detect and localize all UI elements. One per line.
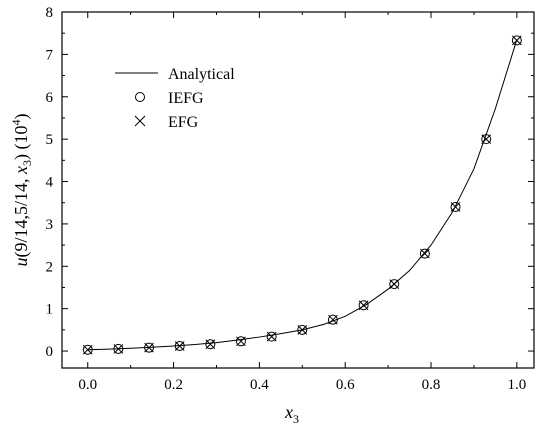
iefg-point [358, 300, 369, 311]
iefg-point [511, 35, 522, 46]
y-tick-label: 7 [46, 47, 54, 63]
iefg-point [174, 340, 185, 351]
efg-point [205, 339, 216, 350]
y-axis-title-unit-open: (10 [11, 126, 32, 155]
series-layer [82, 35, 522, 355]
iefg-point [82, 344, 93, 355]
efg-point [113, 344, 124, 354]
iefg-point [450, 201, 461, 212]
iefg-point [419, 248, 430, 259]
tick-labels: 0.0 0.2 0.4 0.6 0.8 1.0 0 1 2 3 4 5 6 7 8 [46, 5, 527, 393]
iefg-point [266, 331, 277, 342]
x-axis-title-x: x [284, 402, 293, 422]
plot-frame [61, 11, 535, 369]
legend-iefg-swatch [135, 92, 145, 102]
legend: Analytical IEFG EFG [115, 66, 235, 131]
iefg-point [327, 314, 338, 325]
iefg-point [205, 339, 216, 350]
x-tick-label: 0.6 [336, 377, 355, 393]
legend-analytical-label: Analytical [168, 66, 235, 83]
efg-point [174, 341, 185, 351]
iefg-point [481, 134, 492, 145]
iefg-point [113, 343, 124, 354]
efg-point [481, 134, 492, 144]
y-axis-title-unit-close: ) [11, 114, 32, 120]
efg-point [450, 202, 461, 212]
x-tick-label: 0.2 [164, 377, 183, 393]
y-axis-title-u: u [11, 258, 31, 267]
efg-point [420, 248, 430, 259]
iefg-point [235, 336, 246, 347]
iefg-point [389, 279, 400, 290]
y-tick-label: 8 [46, 5, 54, 21]
x-tick-label: 0.8 [422, 377, 441, 393]
y-tick-label: 2 [46, 259, 54, 275]
y-tick-label: 3 [46, 217, 54, 233]
y-axis-title-unit-sup: 4 [9, 120, 23, 126]
y-tick-label: 4 [46, 175, 54, 191]
efg-point [236, 336, 246, 347]
efg-point [144, 342, 154, 353]
x-axis-title: x3 [284, 402, 299, 426]
x-axis-title-sub: 3 [293, 412, 299, 426]
x-tick-label: 0.4 [250, 377, 269, 393]
efg-point [297, 325, 308, 335]
efg-point [511, 35, 522, 46]
x-tick-label: 1.0 [507, 377, 526, 393]
y-tick-label: 1 [46, 302, 54, 318]
iefg-point [144, 342, 155, 353]
ticks [62, 11, 534, 368]
y-tick-label: 5 [46, 132, 54, 148]
legend-iefg-label: IEFG [168, 90, 204, 107]
efg-point [266, 331, 277, 342]
legend-efg-swatch [134, 115, 146, 127]
efg-point [82, 344, 93, 355]
y-axis-title: u(9/14,5/14, x3) (104) [9, 114, 34, 267]
y-axis-title-x-sub: 3 [20, 160, 34, 166]
efg-point [389, 279, 400, 289]
series-analytical-line [87, 39, 518, 351]
legend-efg-label: EFG [168, 114, 199, 131]
x-tick-label: 0.0 [78, 377, 97, 393]
y-tick-label: 6 [46, 90, 54, 106]
efg-point [358, 300, 369, 311]
efg-point [328, 314, 338, 325]
iefg-point [297, 324, 308, 335]
y-axis-title-close: ) [11, 154, 32, 160]
y-tick-label: 0 [46, 344, 54, 360]
y-axis-title-x: x [11, 166, 31, 175]
y-axis-title-args: (9/14,5/14, [11, 174, 32, 258]
